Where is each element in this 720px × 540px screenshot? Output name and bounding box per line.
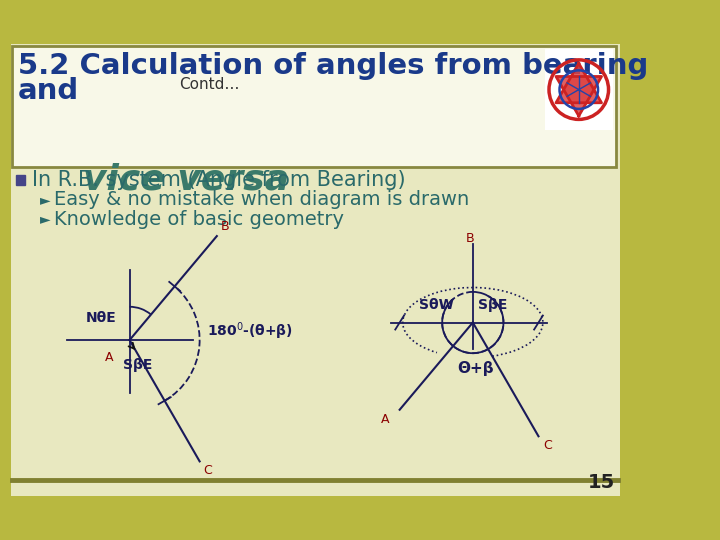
Text: In R.B. system (Angle from Bearing): In R.B. system (Angle from Bearing) [32,170,405,190]
Text: and: and [17,77,78,105]
Text: Θ+β: Θ+β [457,361,494,375]
Text: ►: ► [40,193,51,207]
Text: Easy & no mistake when diagram is drawn: Easy & no mistake when diagram is drawn [54,191,469,210]
FancyBboxPatch shape [16,176,25,185]
FancyBboxPatch shape [544,49,613,130]
Text: 5.2 Calculation of angles from bearing: 5.2 Calculation of angles from bearing [17,52,648,80]
Text: 180$^0$-(θ+β): 180$^0$-(θ+β) [207,321,292,342]
Text: B: B [466,233,474,246]
Text: SβE: SβE [122,357,152,372]
FancyBboxPatch shape [12,46,616,167]
Text: C: C [543,439,552,452]
Text: Knowledge of basic geometry: Knowledge of basic geometry [54,210,344,229]
Text: Contd…: Contd… [179,77,240,92]
Polygon shape [556,63,601,103]
FancyBboxPatch shape [11,44,620,496]
Text: C: C [203,464,212,477]
Text: vice versa: vice versa [84,163,289,197]
Text: SθW: SθW [418,298,454,312]
Text: NθE: NθE [86,311,117,325]
Text: SβE: SβE [478,298,508,312]
Text: A: A [105,350,114,363]
Text: 15: 15 [588,474,616,492]
Text: B: B [220,220,229,233]
Text: A: A [381,413,389,426]
Text: ►: ► [40,212,51,226]
Polygon shape [556,77,601,116]
